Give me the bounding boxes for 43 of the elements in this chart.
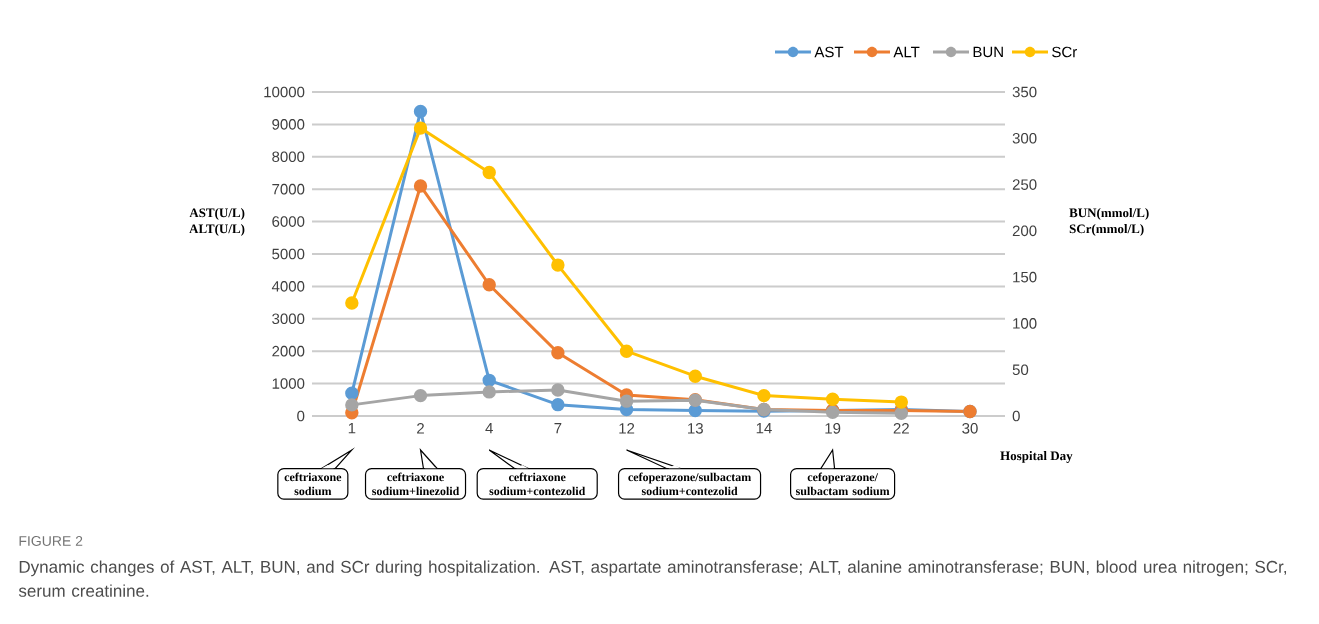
y-tick-label: 5000: [272, 248, 305, 260]
text: ceftriaxone sodium: [284, 472, 342, 496]
legend-label: BUN: [973, 46, 1003, 58]
x-tick-label: 19: [825, 423, 841, 434]
legend-label: AST: [814, 46, 844, 58]
y2-tick-label: 250: [1012, 179, 1037, 190]
y2-axis-title: BUN(mmol/L) SCr(mmol/L): [1069, 208, 1149, 236]
x-tick-label: 1: [348, 423, 356, 434]
x-tick-label: 22: [893, 423, 909, 434]
legend-label: ALT: [893, 46, 920, 58]
y-axis-title: AST(U/L) ALT(U/L): [189, 208, 245, 236]
y-tick-label: 1000: [272, 378, 305, 389]
y2-tick-label: 50: [1012, 364, 1029, 376]
x-tick-label: 7: [554, 423, 562, 434]
y-tick-label: 0: [297, 410, 305, 422]
text: cefoperazone/sulbactam sodium+contezolid: [628, 472, 752, 496]
y-tick-label: 8000: [272, 151, 305, 163]
y2-tick-label: 300: [1012, 132, 1037, 144]
y2-tick-label: 100: [1013, 318, 1037, 329]
x-tick-label: 2: [417, 423, 424, 434]
y-tick-label: 10000: [264, 86, 305, 98]
x-tick-label: 4: [485, 423, 493, 434]
y2-tick-label: 350: [1012, 86, 1037, 98]
text: cefoperazone/ sulbactam sodium: [795, 472, 890, 496]
text: Dynamic changes of AST, ALT, BUN, and SCr during hospitalization. AST, aspartate aminotransferase; ALT, alanine aminotransferase; BUN, blood urea nitrogen; SCr, serum creatinine.: [18, 560, 1287, 597]
y2-tick-label: 200: [1012, 225, 1037, 237]
y-tick-label: 9000: [272, 119, 305, 130]
text: ceftriaxone sodium+contezolid: [489, 472, 586, 496]
x-tick-label: 12: [619, 423, 635, 434]
x-axis-title: Hospital Day: [1000, 451, 1073, 463]
y2-tick-label: 150: [1013, 271, 1037, 283]
y-tick-label: 2000: [272, 345, 305, 357]
y-tick-label: 4000: [271, 281, 305, 292]
x-tick-label: 13: [688, 423, 703, 434]
y-tick-label: 3000: [272, 313, 305, 325]
y2-tick-label: 0: [1012, 410, 1020, 422]
text: ceftriaxone sodium+linezolid: [372, 472, 460, 496]
y-tick-label: 6000: [272, 216, 305, 227]
x-tick-label: 14: [756, 423, 772, 434]
y-tick-label: 7000: [272, 183, 305, 195]
legend-label: SCr: [1052, 46, 1077, 58]
caption: FIGURE 2: [19, 536, 83, 546]
x-tick-label: 30: [962, 423, 978, 434]
